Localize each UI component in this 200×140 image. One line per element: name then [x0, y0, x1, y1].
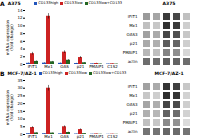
svg-text:4: 4 [20, 46, 23, 51]
svg-text:OAS3: OAS3 [127, 102, 138, 107]
svg-text:mRNA expression(fold change): mRNA expression(fold change) [5, 19, 14, 55]
svg-text:12: 12 [17, 15, 23, 20]
svg-text:6: 6 [20, 39, 23, 44]
svg-text:0: 0 [20, 62, 23, 67]
svg-text:5: 5 [20, 124, 23, 129]
svg-text:0: 0 [20, 132, 23, 137]
html-text:CD133low+CD133: CD133low+CD133 [92, 71, 127, 75]
html-text:MCF-7/AZ-1: MCF-7/AZ-1 [154, 71, 184, 76]
html-text:CD133low: CD133low [68, 71, 87, 75]
html-text:CD133high: CD133high [42, 71, 63, 75]
html-text:CD133low+CD133: CD133low+CD133 [88, 1, 122, 5]
html-text:B MCF-7/AZ-1: B MCF-7/AZ-1 [0, 70, 37, 77]
svg-text:Mx1: Mx1 [129, 93, 138, 98]
svg-text:30: 30 [17, 85, 23, 90]
svg-text:Mx1: Mx1 [44, 64, 53, 69]
svg-text:Mx1: Mx1 [129, 23, 138, 28]
html-text:CD133high: CD133high [38, 1, 59, 5]
svg-text:p21: p21 [130, 41, 138, 46]
svg-text:actin: actin [128, 129, 138, 134]
svg-text:C1S2: C1S2 [107, 64, 118, 69]
svg-text:p21: p21 [130, 111, 138, 116]
svg-text:Mx1: Mx1 [44, 134, 53, 139]
svg-text:C1S2: C1S2 [107, 134, 118, 139]
svg-text:PMAIP1: PMAIP1 [123, 50, 138, 55]
svg-text:25: 25 [17, 93, 23, 98]
svg-text:p21: p21 [77, 64, 85, 69]
svg-text:OAS: OAS [60, 134, 69, 139]
svg-text:2: 2 [20, 54, 23, 59]
svg-text:20: 20 [17, 101, 23, 106]
svg-text:mRNA expression(fold change): mRNA expression(fold change) [5, 89, 14, 125]
svg-text:PMAIP1: PMAIP1 [89, 64, 104, 69]
svg-text:PMAIP1: PMAIP1 [123, 120, 138, 125]
svg-text:15: 15 [17, 109, 23, 114]
svg-text:OAS: OAS [60, 64, 69, 69]
svg-text:IFIT1: IFIT1 [28, 134, 38, 139]
svg-text:35: 35 [17, 78, 23, 83]
svg-text:OAS3: OAS3 [127, 32, 138, 37]
svg-text:IFIT1: IFIT1 [28, 64, 38, 69]
svg-text:IFIT1: IFIT1 [128, 84, 138, 89]
svg-text:actin: actin [128, 59, 138, 64]
svg-text:PMAIP1: PMAIP1 [89, 134, 104, 139]
svg-text:10: 10 [17, 116, 23, 121]
html-text:CD133low: CD133low [64, 1, 83, 5]
svg-text:14: 14 [17, 8, 23, 13]
svg-text:8: 8 [20, 31, 23, 36]
svg-text:p21: p21 [77, 134, 85, 139]
html-text:A A375: A A375 [0, 0, 21, 7]
svg-text:IFIT1: IFIT1 [128, 14, 138, 19]
svg-text:10: 10 [17, 23, 23, 28]
html-text:A375: A375 [162, 1, 176, 6]
